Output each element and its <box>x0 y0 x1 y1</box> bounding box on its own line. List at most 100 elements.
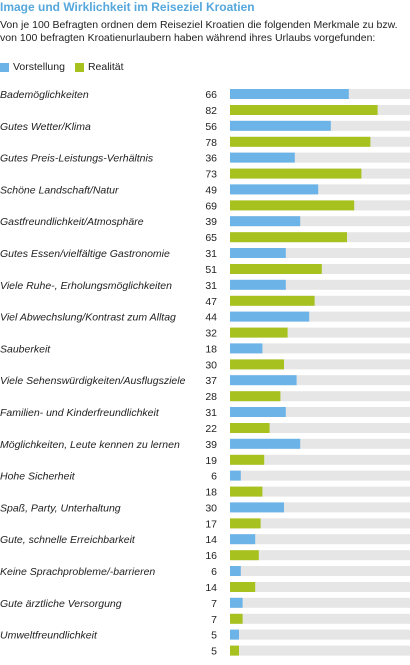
bar-track-schone-landschaft-natur-vorstellung <box>230 184 410 195</box>
bar-viele-sehenswurdigkeiten-ausflugsziele-realitat <box>230 391 281 402</box>
value-label-gute-schnelle-erreichbarkeit-realitat: 16 <box>205 550 217 562</box>
bar-gutes-essen-vielfaltige-gastronomie-realitat <box>230 264 322 274</box>
bar-familien-und-kinderfreundlichkeit-vorstellung <box>230 407 286 417</box>
bar-sauberkeit-realitat <box>230 359 284 370</box>
bar-track-spa-party-unterhaltung-vorstellung <box>230 502 410 513</box>
bar-track-spa-party-unterhaltung-realitat <box>230 518 410 529</box>
bar-viel-abwechslung-kontrast-zum-alltag-vorstellung <box>230 311 310 322</box>
bar-track-familien-und-kinderfreundlichkeit-realitat <box>230 423 410 433</box>
value-label-umweltfreundlichkeit-realitat: 5 <box>211 646 217 658</box>
bar-track-sauberkeit-realitat <box>230 359 410 370</box>
category-label-viel-abwechslung-kontrast-zum-alltag: Viel Abwechslung/Kontrast zum Alltag <box>0 312 176 324</box>
bar-gutes-preis-leistungs-verhaltnis-vorstellung <box>230 152 295 163</box>
value-label-familien-und-kinderfreundlichkeit-realitat: 22 <box>205 423 217 435</box>
bar-gute-arztliche-versorgung-vorstellung <box>230 597 243 608</box>
value-label-gutes-preis-leistungs-verhaltnis-vorstellung: 36 <box>205 153 217 165</box>
value-label-gutes-essen-vielfaltige-gastronomie-realitat: 51 <box>205 264 217 276</box>
value-label-gastfreundlichkeit-atmosphare-vorstellung: 39 <box>205 216 217 228</box>
bar-viel-abwechslung-kontrast-zum-alltag-realitat <box>230 327 288 338</box>
bar-track-keine-sprachprobleme-barrieren-vorstellung <box>230 566 410 576</box>
value-label-viele-sehenswurdigkeiten-ausflugsziele-vorstellung: 37 <box>205 375 217 387</box>
category-label-gutes-wetter-klima: Gutes Wetter/Klima <box>0 121 91 133</box>
bar-gutes-wetter-klima-vorstellung <box>230 120 331 131</box>
value-label-keine-sprachprobleme-barrieren-vorstellung: 6 <box>211 566 217 578</box>
legend-label-vorstellung: Vorstellung <box>13 61 65 73</box>
bar-track-gute-schnelle-erreichbarkeit-vorstellung <box>230 534 410 545</box>
bar-track-viele-sehenswurdigkeiten-ausflugsziele-realitat <box>230 391 410 402</box>
bar-keine-sprachprobleme-barrieren-vorstellung <box>230 566 241 576</box>
category-label-moglichkeiten-leute-kennen-zu-lernen: Möglichkeiten, Leute kennen zu lernen <box>0 439 180 451</box>
value-label-gutes-wetter-klima-vorstellung: 56 <box>205 121 217 133</box>
bar-track-gute-arztliche-versorgung-vorstellung <box>230 597 410 608</box>
bar-track-sauberkeit-vorstellung <box>230 343 410 354</box>
bar-gutes-preis-leistungs-verhaltnis-realitat <box>230 168 362 179</box>
bar-gute-schnelle-erreichbarkeit-vorstellung <box>230 534 256 545</box>
bar-umweltfreundlichkeit-vorstellung <box>230 629 239 640</box>
category-label-gastfreundlichkeit-atmosphare: Gastfreundlichkeit/Atmosphäre <box>0 216 144 228</box>
value-label-gute-arztliche-versorgung-realitat: 7 <box>211 614 217 626</box>
category-label-schone-landschaft-natur: Schöne Landschaft/Natur <box>0 184 119 196</box>
bar-moglichkeiten-leute-kennen-zu-lernen-realitat <box>230 454 265 465</box>
bar-track-viel-abwechslung-kontrast-zum-alltag-realitat <box>230 327 410 338</box>
bar-schone-landschaft-natur-realitat <box>230 200 355 211</box>
value-label-gutes-wetter-klima-realitat: 78 <box>205 137 217 149</box>
bar-track-viele-sehenswurdigkeiten-ausflugsziele-vorstellung <box>230 375 410 386</box>
bar-track-keine-sprachprobleme-barrieren-realitat <box>230 582 410 592</box>
bar-track-viel-abwechslung-kontrast-zum-alltag-vorstellung <box>230 311 410 322</box>
legend-label-realitaet: Realität <box>87 61 124 73</box>
bar-keine-sprachprobleme-barrieren-realitat <box>230 582 256 592</box>
bar-track-moglichkeiten-leute-kennen-zu-lernen-vorstellung <box>230 438 410 449</box>
value-label-gutes-preis-leistungs-verhaltnis-realitat: 73 <box>205 169 217 181</box>
bar-track-moglichkeiten-leute-kennen-zu-lernen-realitat <box>230 454 410 465</box>
category-label-spa-party-unterhaltung: Spaß, Party, Unterhaltung <box>0 502 121 514</box>
category-label-umweltfreundlichkeit: Umweltfreundlichkeit <box>0 630 98 642</box>
category-label-gute-arztliche-versorgung: Gute ärztliche Versorgung <box>0 598 122 610</box>
value-label-viele-ruhe-erholungsmoglichkeiten-vorstellung: 31 <box>205 280 217 292</box>
value-label-viele-ruhe-erholungsmoglichkeiten-realitat: 47 <box>205 296 217 308</box>
value-label-familien-und-kinderfreundlichkeit-vorstellung: 31 <box>205 407 217 419</box>
category-label-sauberkeit: Sauberkeit <box>0 343 51 355</box>
bar-track-viele-ruhe-erholungsmoglichkeiten-vorstellung <box>230 279 410 290</box>
bar-hohe-sicherheit-vorstellung <box>230 470 241 481</box>
bar-track-hohe-sicherheit-realitat <box>230 486 410 497</box>
value-label-sauberkeit-vorstellung: 18 <box>205 343 217 355</box>
category-label-familien-und-kinderfreundlichkeit: Familien- und Kinderfreundlichkeit <box>0 407 160 419</box>
bar-bademoglichkeiten-vorstellung <box>230 89 349 99</box>
bar-track-viele-ruhe-erholungsmoglichkeiten-realitat <box>230 295 410 306</box>
value-label-sauberkeit-realitat: 30 <box>205 359 217 371</box>
bar-track-gutes-essen-vielfaltige-gastronomie-vorstellung <box>230 248 410 258</box>
bar-viele-ruhe-erholungsmoglichkeiten-vorstellung <box>230 279 286 290</box>
bar-track-gute-arztliche-versorgung-realitat <box>230 613 410 624</box>
chart-subtitle: Von je 100 Befragten ordnen dem Reisezie… <box>0 19 398 44</box>
value-label-bademoglichkeiten-realitat: 82 <box>205 105 217 117</box>
value-label-gute-schnelle-erreichbarkeit-vorstellung: 14 <box>205 534 217 546</box>
value-label-gastfreundlichkeit-atmosphare-realitat: 65 <box>205 232 217 244</box>
legend: Vorstellung Realität <box>0 61 134 73</box>
legend-item-vorstellung: Vorstellung <box>0 61 65 73</box>
value-label-spa-party-unterhaltung-vorstellung: 30 <box>205 502 217 514</box>
value-label-moglichkeiten-leute-kennen-zu-lernen-realitat: 19 <box>205 455 217 467</box>
bar-schone-landschaft-natur-vorstellung <box>230 184 319 195</box>
value-label-viele-sehenswurdigkeiten-ausflugsziele-realitat: 28 <box>205 391 217 403</box>
category-label-hohe-sicherheit: Hohe Sicherheit <box>0 471 76 483</box>
value-label-gute-arztliche-versorgung-vorstellung: 7 <box>211 598 217 610</box>
bar-gute-arztliche-versorgung-realitat <box>230 613 243 624</box>
bar-gastfreundlichkeit-atmosphare-vorstellung <box>230 216 301 227</box>
value-label-schone-landschaft-natur-realitat: 69 <box>205 200 217 212</box>
value-label-gutes-essen-vielfaltige-gastronomie-vorstellung: 31 <box>205 248 217 260</box>
bar-gutes-wetter-klima-realitat <box>230 136 371 147</box>
bar-track-umweltfreundlichkeit-realitat <box>230 645 410 656</box>
value-label-umweltfreundlichkeit-vorstellung: 5 <box>211 630 217 642</box>
bar-sauberkeit-vorstellung <box>230 343 263 354</box>
bar-track-gastfreundlichkeit-atmosphare-vorstellung <box>230 216 410 227</box>
bar-hohe-sicherheit-realitat <box>230 486 263 497</box>
bar-track-familien-und-kinderfreundlichkeit-vorstellung <box>230 407 410 417</box>
legend-swatch-realitaet <box>74 62 84 72</box>
category-label-keine-sprachprobleme-barrieren: Keine Sprachprobleme/-barrieren <box>0 566 155 578</box>
category-label-gutes-preis-leistungs-verhaltnis: Gutes Preis-Leistungs-Verhältnis <box>0 153 154 165</box>
value-label-schone-landschaft-natur-vorstellung: 49 <box>205 184 217 196</box>
value-label-viel-abwechslung-kontrast-zum-alltag-realitat: 32 <box>205 328 217 340</box>
bar-bademoglichkeiten-realitat <box>230 105 378 115</box>
bar-spa-party-unterhaltung-realitat <box>230 518 261 529</box>
